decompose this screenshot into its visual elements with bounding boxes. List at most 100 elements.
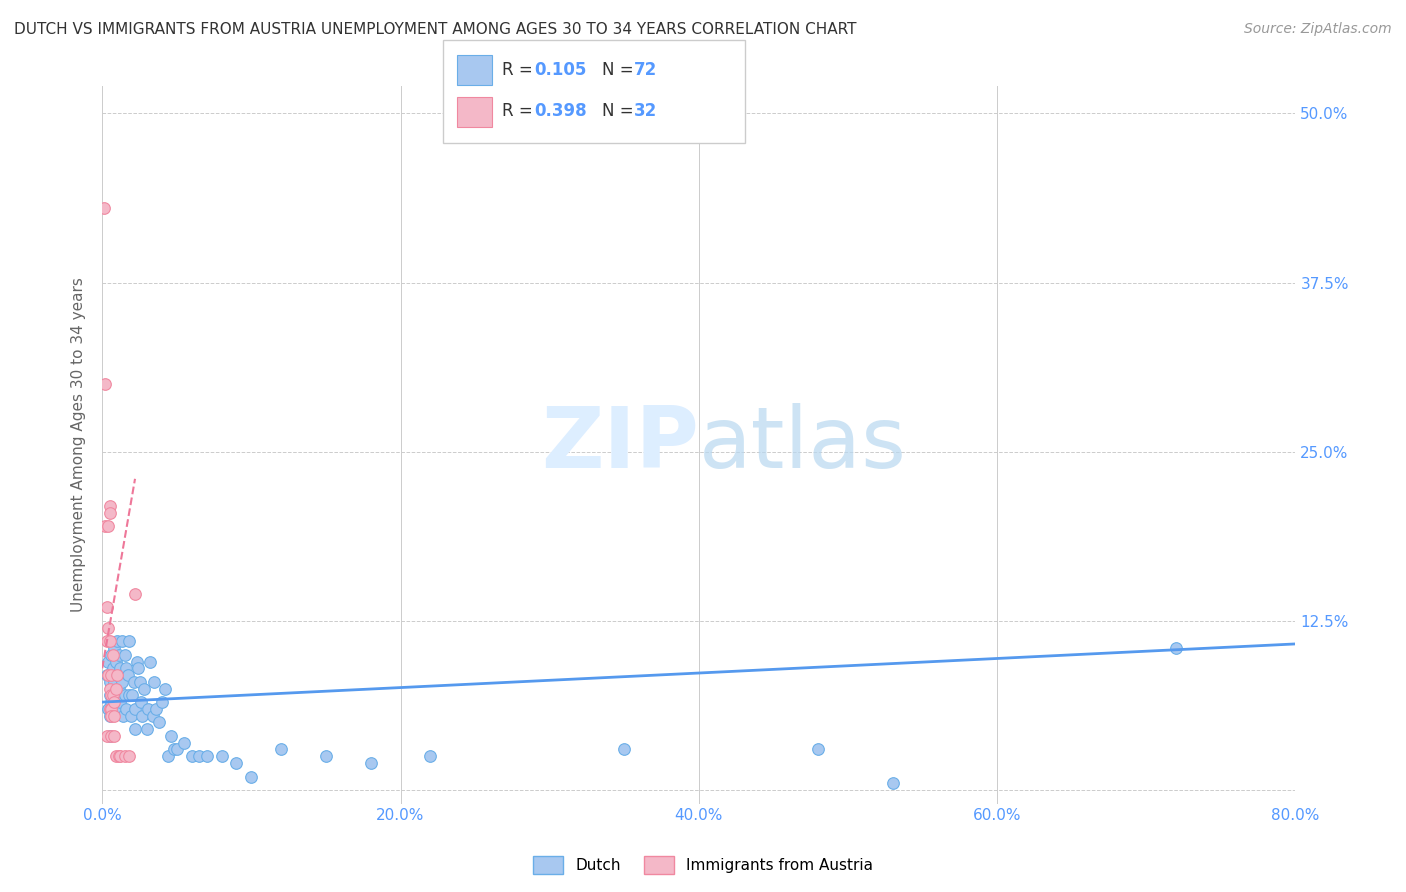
Point: [118, 634, 141, 648]
Point: [124, 702, 146, 716]
Point: [94, 377, 117, 392]
Point: [114, 689, 136, 703]
Point: [101, 689, 124, 703]
Point: [240, 770, 263, 784]
Point: [96, 600, 118, 615]
Point: [118, 689, 141, 703]
Point: [100, 689, 122, 703]
Point: [118, 749, 141, 764]
Point: [114, 648, 136, 662]
Point: [107, 749, 129, 764]
Point: [98, 499, 121, 513]
Point: [139, 655, 162, 669]
Point: [104, 749, 127, 764]
Point: [163, 742, 186, 756]
Text: R =: R =: [502, 61, 538, 78]
Point: [108, 749, 131, 764]
Point: [127, 661, 149, 675]
Point: [138, 702, 160, 716]
Point: [195, 749, 218, 764]
Point: [100, 702, 122, 716]
Point: [315, 749, 337, 764]
Point: [120, 708, 142, 723]
Point: [153, 681, 176, 696]
Point: [180, 749, 202, 764]
Point: [105, 668, 128, 682]
Point: [98, 729, 121, 743]
Text: ZIP: ZIP: [541, 403, 699, 486]
Point: [101, 661, 124, 675]
Point: [98, 681, 121, 696]
Point: [105, 702, 128, 716]
Point: [108, 695, 131, 709]
Point: [100, 668, 122, 682]
Point: [100, 708, 122, 723]
Point: [166, 742, 188, 756]
Point: [110, 634, 132, 648]
Point: [1166, 640, 1188, 655]
Text: atlas: atlas: [699, 403, 907, 486]
Point: [143, 674, 166, 689]
Point: [98, 689, 121, 703]
Text: 72: 72: [634, 61, 658, 78]
Point: [131, 708, 153, 723]
Point: [211, 749, 233, 764]
Point: [188, 749, 211, 764]
Point: [96, 634, 118, 648]
Point: [103, 674, 125, 689]
Point: [270, 742, 292, 756]
Point: [100, 729, 122, 743]
Point: [98, 674, 121, 689]
Point: [103, 708, 125, 723]
Text: N =: N =: [602, 61, 638, 78]
Text: R =: R =: [502, 103, 538, 120]
Point: [100, 695, 122, 709]
Point: [97, 668, 120, 682]
Point: [98, 702, 121, 716]
Text: 32: 32: [634, 103, 658, 120]
Point: [128, 674, 150, 689]
Text: 0.398: 0.398: [534, 103, 586, 120]
Point: [98, 506, 121, 520]
Point: [103, 729, 125, 743]
Text: 0.105: 0.105: [534, 61, 586, 78]
Point: [96, 668, 118, 682]
Point: [101, 702, 124, 716]
Point: [104, 681, 127, 696]
Point: [225, 756, 247, 770]
Point: [103, 695, 125, 709]
Point: [100, 648, 122, 662]
Point: [100, 681, 122, 696]
Point: [97, 621, 120, 635]
Point: [114, 749, 136, 764]
Point: [360, 756, 382, 770]
Point: [419, 749, 441, 764]
Point: [94, 519, 117, 533]
Legend: Dutch, Immigrants from Austria: Dutch, Immigrants from Austria: [526, 850, 880, 880]
Point: [96, 729, 118, 743]
Point: [110, 674, 132, 689]
Point: [145, 702, 167, 716]
Point: [97, 702, 120, 716]
Point: [124, 722, 146, 736]
Point: [107, 681, 129, 696]
Point: [148, 715, 170, 730]
Point: [97, 519, 120, 533]
Point: [107, 648, 129, 662]
Point: [613, 742, 636, 756]
Point: [104, 689, 127, 703]
Point: [112, 708, 135, 723]
Point: [136, 722, 159, 736]
Point: [807, 742, 830, 756]
Point: [117, 668, 139, 682]
Point: [115, 702, 138, 716]
Point: [132, 681, 155, 696]
Point: [173, 736, 195, 750]
Point: [882, 776, 904, 790]
Text: N =: N =: [602, 103, 638, 120]
Point: [121, 689, 143, 703]
Point: [105, 668, 128, 682]
Point: [103, 640, 125, 655]
Point: [93, 201, 115, 215]
Point: [105, 634, 128, 648]
